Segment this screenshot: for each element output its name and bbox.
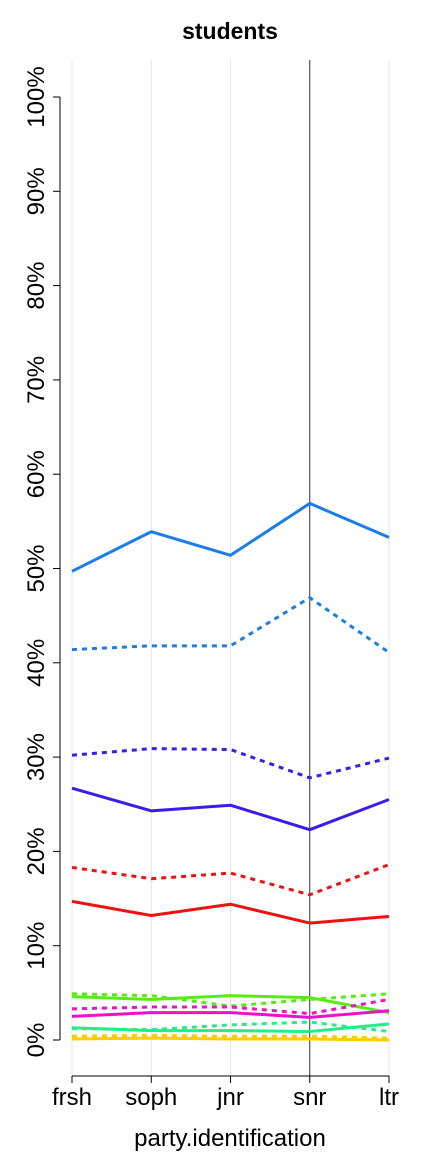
y-tick-label: 30% <box>23 733 50 781</box>
y-tick-label: 10% <box>23 922 50 970</box>
series-line-3 <box>71 747 390 780</box>
series-line-4 <box>71 786 390 832</box>
x-tick-label: ltr <box>379 1084 399 1111</box>
y-tick-label: 100% <box>23 66 50 127</box>
x-tick-label: snr <box>293 1084 326 1111</box>
x-tick-labels: frsh soph jnr snr ltr <box>52 1084 399 1111</box>
series-line-1 <box>71 501 390 573</box>
x-tick-label: soph <box>125 1084 177 1111</box>
y-tick-label: 70% <box>23 356 50 404</box>
grid-lines <box>71 60 390 1076</box>
y-tick-label: 20% <box>23 827 50 875</box>
chart-title: students <box>182 18 278 44</box>
series-line-9 <box>71 997 390 1016</box>
series-line-7 <box>71 992 390 1008</box>
series-line-10 <box>71 1009 390 1019</box>
y-tick-labels: 0% 10% 20% 30% 40% 50% 60% 70% 80% 90% 100% <box>23 66 50 1057</box>
series-line-12 <box>71 1022 390 1034</box>
axes <box>53 96 390 1083</box>
series-line-2 <box>71 596 390 654</box>
series-line-8 <box>71 994 390 1015</box>
x-axis-label: party.identification <box>134 1125 326 1152</box>
y-tick-label: 60% <box>23 450 50 498</box>
y-tick-label: 80% <box>23 262 50 310</box>
series-line-14 <box>71 1036 390 1042</box>
y-tick-label: 0% <box>23 1023 50 1058</box>
y-tick-label: 40% <box>23 639 50 687</box>
x-tick-label: frsh <box>52 1084 92 1111</box>
series-line-6 <box>71 899 390 925</box>
series-line-5 <box>71 863 390 897</box>
y-tick-label: 50% <box>23 544 50 592</box>
series-lines <box>71 501 390 1042</box>
series-line-13 <box>71 1033 390 1040</box>
x-tick-label: jnr <box>216 1084 244 1111</box>
y-tick-label: 90% <box>23 167 50 215</box>
